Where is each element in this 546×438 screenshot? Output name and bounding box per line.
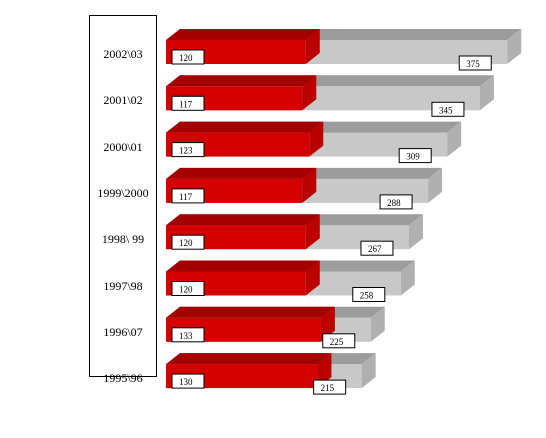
category-label-4: 1998\ 99	[101, 232, 145, 247]
svg-text:120: 120	[179, 53, 193, 63]
svg-text:345: 345	[439, 105, 453, 115]
bar-red-0-side	[305, 29, 320, 64]
bar-red-1-side	[302, 75, 317, 111]
red-value-label-3: 117	[171, 188, 205, 204]
gray-value-label-0: 375	[458, 55, 492, 71]
gray-value-label-5: 258	[352, 287, 386, 302]
category-label-1: 2001\02	[103, 93, 143, 108]
bar-red-7-top	[166, 353, 332, 365]
bar-gray-0-side	[507, 29, 522, 64]
bar-red-6-top	[166, 306, 335, 318]
svg-text:288: 288	[387, 198, 401, 208]
bar-red-0-top	[166, 29, 320, 40]
bar-red-2-top	[166, 121, 324, 133]
bar-red-5-top	[166, 260, 320, 272]
category-label-0: 2002\03	[103, 47, 143, 61]
svg-text:309: 309	[406, 152, 420, 162]
svg-text:130: 130	[179, 377, 193, 387]
svg-text:133: 133	[179, 331, 193, 341]
red-value-label-2: 123	[171, 142, 205, 158]
red-value-label-4: 120	[171, 234, 205, 250]
gray-value-label-7: 215	[313, 379, 347, 395]
bar-gray-3-side	[428, 167, 443, 203]
svg-text:258: 258	[360, 291, 374, 301]
svg-text:120: 120	[179, 238, 193, 248]
bar-gray-4-side	[408, 214, 423, 250]
bar-gray-1-side	[479, 75, 494, 111]
bar-red-3-side	[302, 167, 317, 203]
gray-value-label-3: 288	[379, 194, 413, 210]
svg-text:225: 225	[330, 337, 344, 347]
bar-gray-2-side	[447, 121, 462, 157]
gray-value-label-1: 345	[431, 101, 465, 117]
bar-red-7-side	[317, 353, 332, 389]
bar-red-2-side	[309, 121, 324, 157]
bar-gray-7-side	[361, 353, 376, 389]
red-value-label-5: 120	[171, 281, 205, 296]
svg-text:215: 215	[321, 383, 335, 393]
category-label-6: 1996\07	[103, 324, 143, 339]
category-label-5: 1997\98	[103, 278, 143, 293]
category-label-2: 2000\01	[103, 139, 143, 154]
category-label-box: 2002\03 2001\02 2000\01 1999\2000 1998\ 99 19…	[89, 15, 157, 385]
svg-text:117: 117	[179, 192, 193, 202]
red-value-label-7: 130	[171, 373, 205, 389]
bar-red-3-top	[166, 167, 317, 179]
bar-red-4-top	[166, 214, 320, 226]
gray-value-label-6: 225	[322, 333, 356, 349]
svg-text:120: 120	[179, 285, 193, 295]
red-value-label-1: 117	[171, 95, 205, 111]
gray-value-label-4: 267	[360, 240, 394, 256]
red-value-label-6: 133	[171, 327, 205, 343]
svg-text:123: 123	[179, 146, 193, 156]
svg-text:267: 267	[368, 244, 382, 254]
svg-text:375: 375	[466, 59, 480, 69]
bar-red-5-side	[305, 260, 320, 296]
bar-gray-5-side	[400, 260, 415, 296]
gray-value-label-2: 309	[398, 148, 432, 164]
red-value-label-0: 120	[171, 49, 205, 65]
bar-gray-6-side	[370, 306, 385, 342]
category-label-7: 1995\96	[103, 371, 143, 386]
bar-red-4-side	[305, 214, 320, 250]
bar-red-6-side	[320, 306, 335, 342]
bar-red-1-top	[166, 75, 317, 87]
category-label-3: 1999\2000	[97, 185, 149, 200]
svg-text:117: 117	[179, 99, 193, 109]
